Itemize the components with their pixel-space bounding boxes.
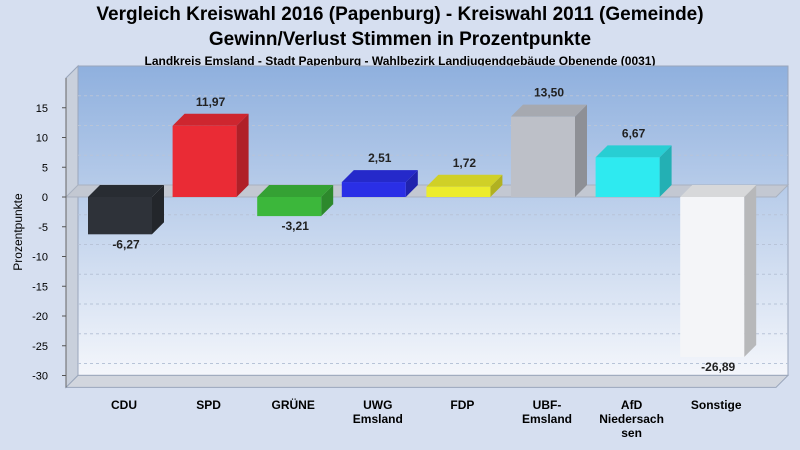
bar-front: [595, 157, 660, 197]
bar-top: [595, 145, 672, 158]
bar-side: [575, 104, 587, 197]
bar-sonstige: [680, 185, 757, 357]
bar-top: [511, 104, 587, 117]
bar-front: [426, 186, 491, 197]
y-tick-label: -25: [32, 341, 48, 353]
bar-front: [511, 116, 575, 197]
data-label: 11,97: [196, 95, 226, 109]
x-tick-label: UBF-: [533, 398, 562, 412]
bar-top: [88, 185, 164, 197]
x-tick-label: SPD: [196, 398, 221, 412]
data-label: 6,67: [622, 126, 646, 140]
y-tick-label: -5: [38, 222, 48, 234]
bar-top: [257, 185, 334, 197]
x-tick-label: Emsland: [522, 412, 572, 426]
bar-ubf-emsland: [511, 104, 587, 197]
bar-side: [321, 185, 334, 217]
bar-top: [680, 185, 757, 197]
x-tick-label: Sonstige: [691, 398, 742, 412]
bar-front: [172, 125, 237, 197]
data-label: 1,72: [453, 156, 477, 170]
bar-front: [257, 197, 322, 217]
chart-title: Vergleich Kreiswahl 2016 (Papenburg) - K…: [96, 4, 704, 25]
bar-front: [341, 182, 406, 197]
bar-front: [680, 197, 745, 357]
bar-side: [490, 174, 503, 197]
bar-afd-niedersachsen: [595, 145, 672, 197]
x-tick-label: AfD: [621, 398, 643, 412]
x-tick-label: CDU: [111, 398, 137, 412]
bar-fdp: [426, 174, 503, 197]
x-tick-label: Emsland: [353, 412, 403, 426]
y-tick-label: -30: [32, 371, 48, 383]
y-tick-label: 0: [42, 192, 48, 204]
bar-side: [152, 185, 164, 235]
bar-top: [172, 113, 249, 126]
data-label: -3,21: [282, 219, 310, 233]
x-tick-label: sen: [621, 426, 642, 440]
y-tick-label: -20: [32, 311, 48, 323]
bar-side: [405, 170, 418, 197]
y-tick-label: -15: [32, 281, 48, 293]
y-tick-label: 10: [36, 133, 48, 145]
y-tick-label: 15: [36, 103, 48, 115]
data-label: 13,50: [534, 86, 564, 100]
chart-subsubtitle: Landkreis Emsland - Stadt Papenburg - Wa…: [144, 54, 656, 68]
x-tick-label: GRÜNE: [272, 397, 315, 412]
bar-uwg-emsland: [341, 170, 418, 197]
bar-side: [236, 113, 249, 197]
x-tick-label: UWG: [363, 398, 392, 412]
data-label: -6,27: [112, 237, 140, 251]
bar-top: [341, 170, 418, 183]
bar-cdu: [88, 185, 164, 235]
x-tick-label: FDP: [450, 398, 474, 412]
y-tick-label: -10: [32, 252, 48, 264]
data-label: 2,51: [368, 151, 392, 165]
data-label: -26,89: [701, 360, 735, 374]
bar-gr-ne: [257, 185, 334, 217]
bar-side: [659, 145, 672, 197]
plot-floor: [64, 374, 790, 388]
bar-top: [426, 174, 503, 187]
bar-side: [744, 185, 757, 357]
x-tick-label: Niedersach: [599, 412, 664, 426]
y-tick-label: 5: [42, 162, 48, 174]
plot-side-wall: [65, 64, 79, 389]
bar-spd: [172, 113, 249, 197]
bar-front: [88, 197, 152, 235]
chart-subtitle: Gewinn/Verlust Stimmen in Prozentpunkte: [208, 29, 592, 50]
